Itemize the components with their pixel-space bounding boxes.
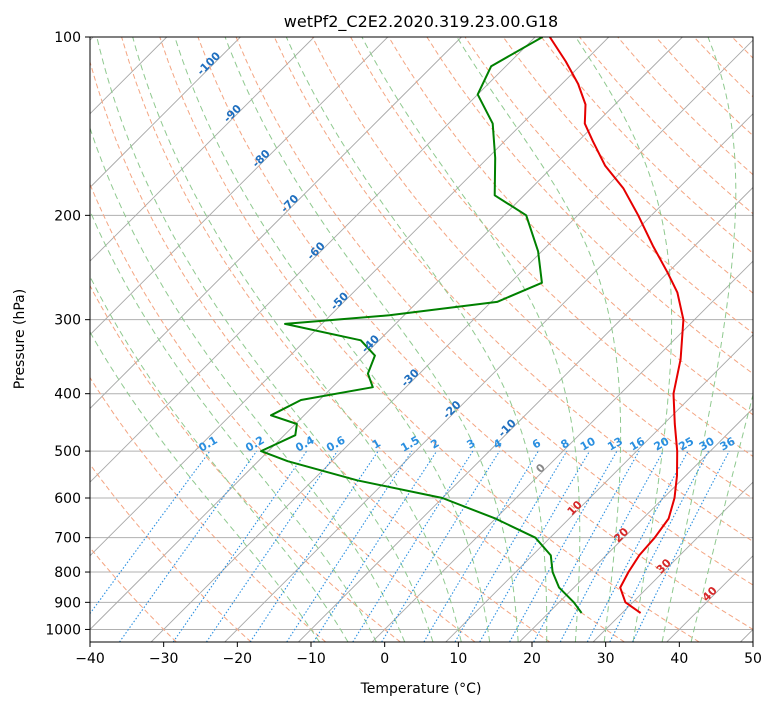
y-axis-label: Pressure (hPa)	[12, 289, 28, 389]
isotherm-line	[150, 39, 753, 642]
x-tick-label: −10	[296, 651, 326, 667]
y-tick-label: 700	[54, 531, 81, 547]
x-tick-label: 40	[670, 651, 688, 667]
x-tick-label: 0	[380, 651, 389, 667]
moist-adiabat-line	[690, 392, 753, 642]
y-tick-label: 800	[54, 565, 81, 581]
moist-adiabat-line	[456, 37, 622, 642]
y-tick-label: 1000	[45, 622, 81, 638]
pressure-gridlines	[90, 37, 753, 630]
dry-adiabat-line	[159, 37, 700, 642]
mixing-ratio-line	[609, 450, 709, 642]
moist-adiabat-line	[285, 37, 548, 642]
isotherm-line	[224, 113, 753, 642]
moist-adiabat-line	[90, 275, 349, 642]
x-tick-label: 10	[449, 651, 467, 667]
x-tick-label: 30	[597, 651, 615, 667]
dry-adiabat-line	[90, 182, 476, 642]
isotherm-line	[519, 407, 753, 642]
x-axis-label: Temperature (°C)	[360, 681, 482, 697]
mixing-ratio-line	[381, 450, 500, 642]
plot-background	[90, 37, 753, 642]
isotherm-line	[90, 37, 536, 483]
dry-adiabat-line	[770, 37, 775, 642]
mixing-ratio-line	[90, 450, 211, 615]
x-tick-label: −20	[223, 651, 253, 667]
y-tick-label: 300	[54, 313, 81, 329]
y-tick-label: 400	[54, 387, 81, 403]
isotherm-line	[90, 37, 241, 189]
mixing-ratio-line	[205, 450, 338, 642]
dry-adiabat-line	[197, 37, 753, 630]
dry-adiabat-line	[311, 37, 753, 500]
dry-adiabat-line	[502, 37, 753, 294]
y-tick-label: 900	[54, 595, 81, 611]
mixing-ratio-line	[172, 450, 308, 642]
temperature-profile-line	[548, 37, 685, 614]
x-tick-label: −30	[149, 651, 179, 667]
isotherm-line	[90, 37, 683, 631]
moist-adiabat-line	[361, 37, 581, 642]
chart-title: wetPf2_C2E2.2020.319.23.00.G18	[284, 12, 558, 32]
moist-adiabat-line	[90, 209, 377, 642]
moist-adiabat-line	[90, 330, 320, 642]
mixing-ratio-line	[313, 450, 438, 642]
mixing-ratio-line	[586, 450, 689, 642]
x-tick-label: 50	[744, 651, 762, 667]
mixing-ratio-lines	[90, 450, 730, 642]
plot-area: -100-90-80-70-60-50-40-30-20-100 0.1 0.2 0…	[90, 37, 775, 642]
dry-adiabat-lines	[90, 37, 775, 642]
dry-adiabat-line	[388, 37, 753, 416]
mixing-ratio-line	[559, 450, 664, 642]
mixing-ratio-line	[249, 450, 379, 642]
isotherm-line	[371, 260, 753, 642]
dewpoint-profile-line	[260, 37, 583, 614]
mixing-ratio-line	[119, 450, 258, 642]
mixing-ratio-line	[286, 450, 413, 642]
mixing-ratio-line	[632, 450, 730, 642]
y-tick-label: 200	[54, 208, 81, 224]
moist-adiabat-line	[174, 37, 491, 642]
dry-adiabat-line	[90, 60, 551, 642]
mixing-ratio-line	[509, 450, 618, 642]
mixing-ratio-line	[533, 450, 640, 642]
moist-adiabat-line	[132, 37, 462, 642]
dry-adiabat-line	[121, 37, 625, 642]
dry-adiabat-line	[90, 463, 252, 642]
x-tick-label: 20	[523, 651, 541, 667]
isotherm-line	[90, 37, 610, 557]
isotherm-line	[90, 37, 315, 262]
x-axis-ticks: −40 −30 −20 −10 0 10 20 30 40 50	[75, 642, 762, 667]
y-tick-label: 100	[54, 30, 81, 46]
moist-adiabat-line	[661, 37, 737, 642]
dry-adiabat-line	[90, 376, 327, 642]
mixing-ratio-line	[352, 450, 474, 642]
dry-adiabat-line	[235, 37, 753, 586]
isotherm-line	[592, 481, 753, 642]
x-tick-label: −40	[75, 651, 105, 667]
mixing-ratio-line	[423, 450, 539, 642]
y-tick-label: 600	[54, 491, 81, 507]
moist-adiabat-line	[90, 126, 406, 642]
moist-adiabat-line	[575, 37, 673, 642]
y-tick-label: 500	[54, 444, 81, 460]
y-axis-ticks: 100 200 300 400 500 600 700 800 900 1000	[45, 30, 90, 638]
moist-adiabat-line	[224, 37, 519, 642]
dry-adiabat-line	[90, 546, 177, 642]
isotherm-line	[90, 37, 389, 336]
moist-adiabat-lines	[90, 37, 753, 642]
moist-adiabat-line	[96, 37, 434, 642]
isotherm-line	[445, 334, 753, 642]
plot-frame	[89, 36, 754, 643]
dry-adiabat-line	[426, 37, 753, 375]
profile-series	[260, 37, 685, 614]
